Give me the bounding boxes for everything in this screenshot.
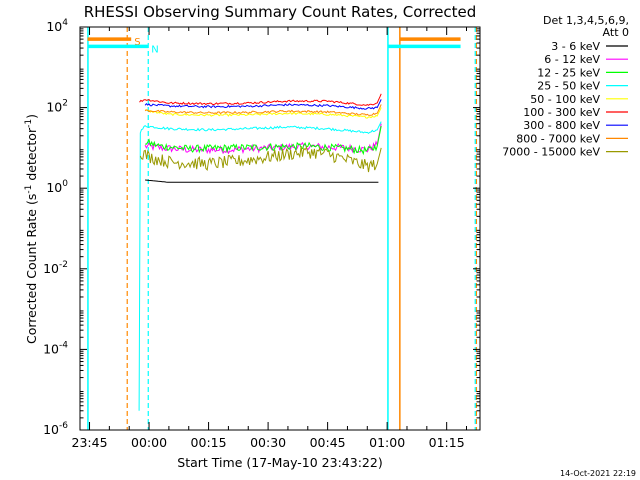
y-tick-label: 10-2	[43, 260, 68, 276]
y-tick-label: 104	[46, 18, 68, 34]
axes: 10-6 10-4 10-2 100 102 104 23:45 00:00 00:15 00:3…	[43, 18, 480, 450]
y-tick-label: 102	[46, 99, 68, 115]
series-line	[145, 107, 382, 119]
legend-header: Det 1,3,4,5,6,9,	[543, 14, 629, 27]
legend-label: 6 - 12 keV	[544, 53, 600, 66]
y-tick-label: 10-6	[43, 421, 68, 437]
flag-label: N	[151, 44, 158, 55]
legend-label: 300 - 800 keV	[523, 119, 600, 132]
x-tick-label: 01:00	[369, 435, 405, 450]
y-tick-label: 10-4	[43, 340, 68, 356]
legend-label: 25 - 50 keV	[537, 80, 600, 93]
legend-label: 800 - 7000 keV	[516, 132, 600, 145]
legend-label: 100 - 300 keV	[523, 106, 600, 119]
x-tick-label: 00:30	[250, 435, 286, 450]
chart-title: RHESSI Observing Summary Count Rates, Co…	[84, 3, 477, 21]
series-line	[145, 125, 382, 156]
data-series	[138, 93, 382, 411]
flag-label: S	[134, 37, 140, 48]
x-tick-label: 00:15	[191, 435, 227, 450]
legend-label: 50 - 100 keV	[530, 93, 600, 106]
series-line	[144, 99, 382, 110]
series-line	[138, 121, 382, 411]
series-line	[144, 104, 382, 116]
x-axis-title: Start Time (17-May-10 23:43:22)	[177, 455, 382, 470]
series-line	[145, 179, 379, 183]
y-axis-title: Corrected Count Rate (s-1 detector-1)	[24, 114, 39, 344]
legend-label: 7000 - 15000 keV	[502, 146, 600, 159]
series-line	[139, 145, 382, 173]
x-tick-label: 00:00	[131, 435, 167, 450]
x-tick-label: 01:15	[429, 435, 465, 450]
x-tick-label: 00:45	[310, 435, 346, 450]
legend-header: Att 0	[603, 26, 629, 39]
observing-flags: SN	[87, 27, 478, 430]
series-line	[139, 93, 382, 106]
plot-frame	[79, 26, 481, 431]
legend-label: 3 - 6 keV	[551, 40, 600, 53]
y-tick-label: 100	[46, 179, 68, 195]
x-tick-label: 23:45	[72, 435, 108, 450]
footer-date: 14-Oct-2021 22:19	[560, 469, 636, 478]
legend-label: 12 - 25 keV	[537, 66, 600, 79]
